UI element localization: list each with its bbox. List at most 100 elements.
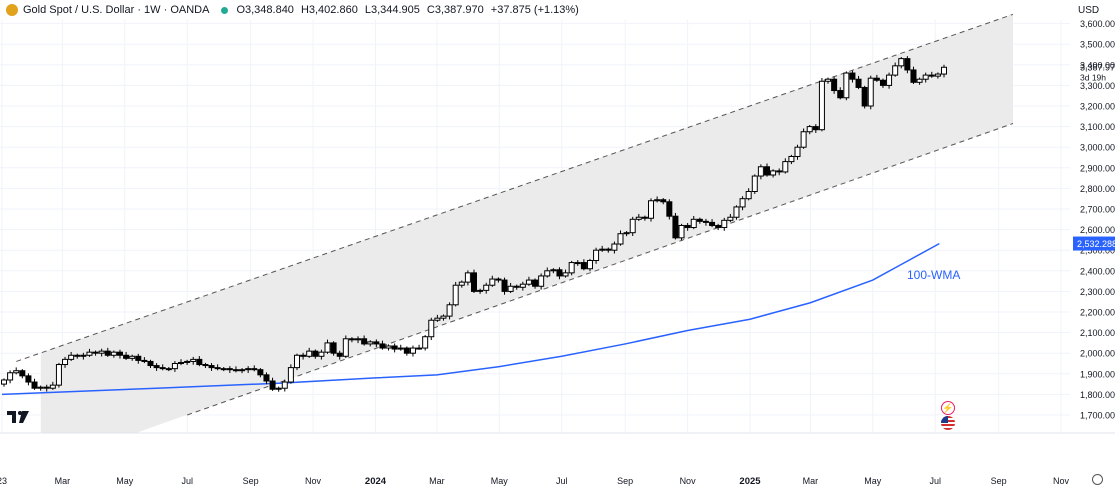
candle[interactable] xyxy=(287,364,294,384)
candle[interactable] xyxy=(538,273,545,290)
candle[interactable] xyxy=(98,348,105,357)
candle[interactable] xyxy=(873,74,880,82)
candle[interactable] xyxy=(13,367,20,375)
candle[interactable] xyxy=(745,188,752,201)
candle[interactable] xyxy=(190,356,197,365)
candle[interactable] xyxy=(25,373,32,386)
candle[interactable] xyxy=(1,378,7,387)
candle[interactable] xyxy=(861,85,868,109)
candle[interactable] xyxy=(129,354,136,361)
candle[interactable] xyxy=(434,314,441,322)
candle[interactable] xyxy=(306,347,313,358)
candle[interactable] xyxy=(684,223,691,231)
candle[interactable] xyxy=(159,364,166,371)
candle[interactable] xyxy=(19,369,26,379)
candle[interactable] xyxy=(43,384,50,392)
candle[interactable] xyxy=(666,199,673,220)
candle[interactable] xyxy=(635,213,642,221)
candle[interactable] xyxy=(611,241,618,254)
candle[interactable] xyxy=(446,302,453,320)
candle[interactable] xyxy=(80,352,87,360)
candle[interactable] xyxy=(654,196,661,203)
candle[interactable] xyxy=(141,357,148,364)
candle[interactable] xyxy=(373,339,380,348)
candle[interactable] xyxy=(202,362,209,369)
candle[interactable] xyxy=(702,218,709,226)
candle[interactable] xyxy=(251,365,258,372)
candle[interactable] xyxy=(690,216,697,230)
candle[interactable] xyxy=(104,347,111,357)
candle[interactable] xyxy=(324,339,331,354)
candle[interactable] xyxy=(739,196,746,211)
candle[interactable] xyxy=(513,284,520,290)
candle[interactable] xyxy=(348,337,355,343)
candle[interactable] xyxy=(727,213,734,222)
candle[interactable] xyxy=(782,158,789,174)
candle[interactable] xyxy=(471,269,477,294)
channel-lower-line[interactable] xyxy=(187,123,1014,416)
candle[interactable] xyxy=(660,198,667,205)
candle[interactable] xyxy=(116,349,123,359)
candle[interactable] xyxy=(409,345,416,357)
candle[interactable] xyxy=(709,219,716,228)
candle[interactable] xyxy=(928,71,935,78)
candle[interactable] xyxy=(910,66,917,84)
candle[interactable] xyxy=(934,72,941,79)
wma-100-line[interactable] xyxy=(1,242,940,396)
candle[interactable] xyxy=(733,205,740,220)
candle[interactable] xyxy=(855,75,862,90)
candle[interactable] xyxy=(818,77,825,132)
candle[interactable] xyxy=(629,216,636,236)
candle[interactable] xyxy=(92,350,99,356)
candle[interactable] xyxy=(178,359,185,366)
candle[interactable] xyxy=(794,144,801,160)
candle[interactable] xyxy=(153,363,160,371)
candle[interactable] xyxy=(941,64,947,78)
candle[interactable] xyxy=(171,361,178,372)
us-flag-event-icon[interactable] xyxy=(941,416,955,430)
candle[interactable] xyxy=(806,124,813,135)
candle[interactable] xyxy=(385,344,392,351)
candle[interactable] xyxy=(196,356,203,367)
candle[interactable] xyxy=(886,72,893,89)
candle[interactable] xyxy=(489,275,496,287)
candle[interactable] xyxy=(257,368,264,378)
candle[interactable] xyxy=(31,378,38,390)
candle[interactable] xyxy=(147,359,154,369)
candle[interactable] xyxy=(605,247,612,253)
candle[interactable] xyxy=(318,349,325,360)
candle[interactable] xyxy=(110,350,117,358)
candle[interactable] xyxy=(74,353,81,359)
candle[interactable] xyxy=(367,340,374,347)
candle[interactable] xyxy=(123,351,130,360)
candle[interactable] xyxy=(379,340,386,350)
candle[interactable] xyxy=(593,247,600,264)
candle[interactable] xyxy=(397,344,404,351)
candle[interactable] xyxy=(770,169,777,178)
candle[interactable] xyxy=(678,223,685,241)
candle[interactable] xyxy=(825,77,832,84)
candle[interactable] xyxy=(562,269,569,278)
candle[interactable] xyxy=(440,314,447,321)
candle[interactable] xyxy=(867,75,874,110)
candle[interactable] xyxy=(300,352,307,360)
candle[interactable] xyxy=(879,78,886,88)
candle[interactable] xyxy=(165,367,172,372)
candle[interactable] xyxy=(495,277,502,283)
candle[interactable] xyxy=(586,258,593,272)
candle[interactable] xyxy=(800,128,807,149)
candle[interactable] xyxy=(86,348,93,357)
candle[interactable] xyxy=(788,154,795,165)
candle[interactable] xyxy=(519,281,526,291)
candle[interactable] xyxy=(293,353,300,371)
candle[interactable] xyxy=(312,349,319,359)
candle[interactable] xyxy=(641,215,648,221)
currency-label[interactable]: USD xyxy=(1078,5,1100,16)
candle[interactable] xyxy=(507,282,514,294)
candle[interactable] xyxy=(226,366,233,373)
candle[interactable] xyxy=(68,351,75,362)
tradingview-logo-icon[interactable] xyxy=(7,410,29,424)
candle[interactable] xyxy=(422,335,429,351)
candle[interactable] xyxy=(416,344,423,350)
